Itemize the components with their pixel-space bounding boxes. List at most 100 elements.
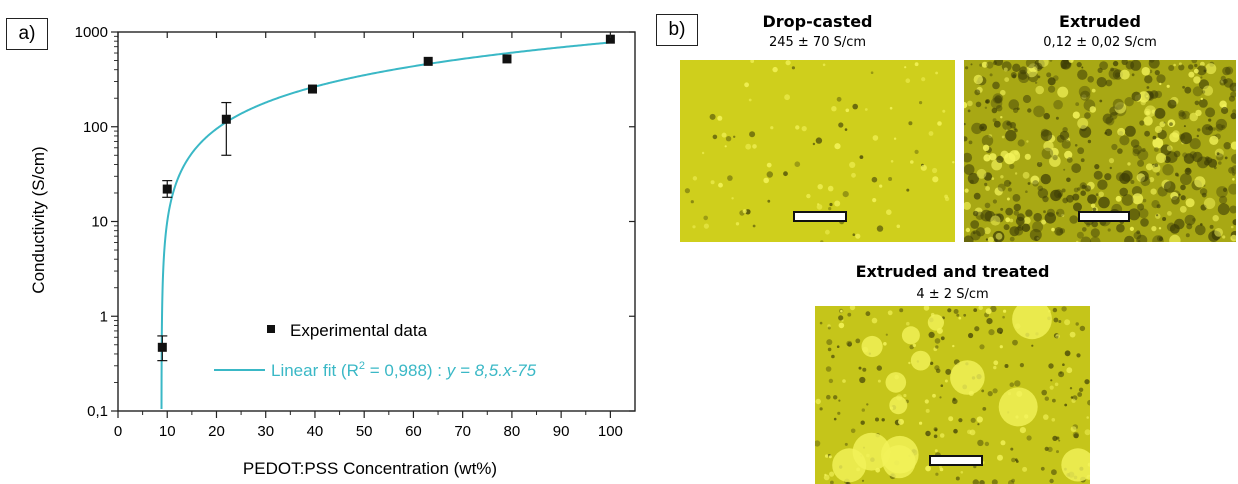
texture-speck	[1180, 132, 1192, 145]
texture-speck	[935, 368, 941, 374]
texture-speck	[1115, 195, 1122, 202]
texture-speck	[1091, 220, 1098, 228]
texture-speck	[1219, 195, 1228, 204]
texture-speck	[1052, 398, 1056, 403]
texture-speck	[906, 321, 910, 326]
texture-speck	[1054, 382, 1059, 387]
texture-speck	[816, 204, 823, 210]
texture-speck	[1169, 224, 1180, 234]
texture-speck	[1004, 77, 1010, 82]
texture-speck	[1140, 176, 1151, 187]
texture-speck	[1156, 172, 1160, 176]
texture-blob	[910, 350, 931, 371]
texture-speck	[964, 201, 971, 210]
texture-speck	[1058, 439, 1061, 442]
texture-speck	[985, 238, 988, 241]
texture-speck	[1151, 226, 1157, 232]
texture-speck	[1054, 227, 1064, 236]
texture-speck	[934, 338, 941, 344]
texture-speck	[925, 465, 931, 472]
texture-speck	[1051, 418, 1056, 422]
texture-speck	[964, 188, 969, 193]
texture-speck	[840, 309, 843, 313]
texture-speck	[1047, 446, 1053, 453]
texture-speck	[703, 215, 708, 221]
texture-speck	[1027, 182, 1031, 185]
texture-speck	[1060, 60, 1071, 69]
texture-speck	[1200, 97, 1203, 101]
texture-speck	[1074, 144, 1078, 147]
texture-speck	[1044, 212, 1056, 224]
texture-speck	[1012, 63, 1021, 72]
texture-speck	[986, 318, 993, 325]
texture-speck	[1078, 387, 1084, 392]
texture-speck	[1230, 225, 1234, 229]
texture-speck	[1167, 99, 1177, 109]
texture-speck	[992, 60, 997, 66]
texture-speck	[1052, 307, 1058, 313]
texture-speck	[1035, 85, 1044, 95]
texture-speck	[783, 171, 788, 177]
texture-speck	[1030, 175, 1040, 185]
texture-speck	[1052, 435, 1058, 441]
texture-speck	[1230, 91, 1236, 98]
texture-speck	[836, 345, 840, 348]
texture-speck	[817, 184, 823, 190]
texture-speck	[1075, 322, 1079, 326]
texture-speck	[1154, 147, 1159, 152]
texture-speck	[991, 177, 995, 180]
texture-speck	[1040, 173, 1051, 185]
texture-speck	[1003, 67, 1008, 72]
texture-speck	[1009, 163, 1015, 169]
texture-speck	[847, 342, 852, 347]
y-tick-label: 0,1	[87, 403, 108, 420]
texture-speck	[827, 324, 831, 328]
texture-speck	[1178, 193, 1181, 196]
texture-speck	[1053, 75, 1059, 81]
texture-speck	[1218, 161, 1222, 165]
texture-speck	[1225, 66, 1234, 75]
texture-speck	[1082, 227, 1087, 232]
texture-speck	[896, 224, 901, 229]
texture-speck	[1091, 88, 1096, 93]
texture-speck	[828, 378, 834, 384]
texture-speck	[1212, 127, 1216, 131]
texture-speck	[1087, 139, 1092, 144]
texture-speck	[1136, 173, 1146, 182]
texture-speck	[712, 134, 718, 140]
texture-speck	[925, 430, 931, 437]
texture-speck	[1053, 99, 1063, 110]
texture-speck	[1094, 164, 1100, 170]
texture-speck	[827, 347, 832, 352]
texture-blob	[852, 432, 891, 471]
texture-speck	[1070, 426, 1077, 432]
texture-speck	[1144, 130, 1150, 137]
texture-speck	[833, 395, 838, 400]
texture-speck	[1048, 85, 1056, 93]
texture-speck	[1191, 60, 1198, 64]
texture-speck	[1136, 230, 1141, 235]
texture-speck	[1228, 183, 1236, 195]
texture-speck	[1111, 143, 1118, 151]
texture-speck	[1032, 180, 1039, 187]
texture-speck	[871, 317, 878, 324]
texture-speck	[1185, 198, 1195, 208]
texture-speck	[1033, 105, 1045, 118]
texture-speck	[801, 126, 807, 132]
texture-speck	[861, 479, 865, 482]
texture-speck	[997, 454, 1003, 461]
texture-speck	[1119, 187, 1128, 197]
texture-speck	[1178, 64, 1185, 71]
texture-speck	[692, 225, 696, 229]
texture-speck	[1112, 60, 1119, 67]
texture-speck	[1230, 141, 1236, 150]
texture-speck	[876, 365, 882, 371]
texture-speck	[933, 347, 938, 352]
texture-speck	[1158, 236, 1164, 242]
texture-speck	[1064, 403, 1068, 407]
texture-speck	[1078, 85, 1091, 98]
texture-speck	[1046, 72, 1052, 78]
texture-speck	[1172, 130, 1180, 138]
micrograph-extruded-treated	[815, 306, 1090, 484]
texture-speck	[830, 480, 834, 484]
